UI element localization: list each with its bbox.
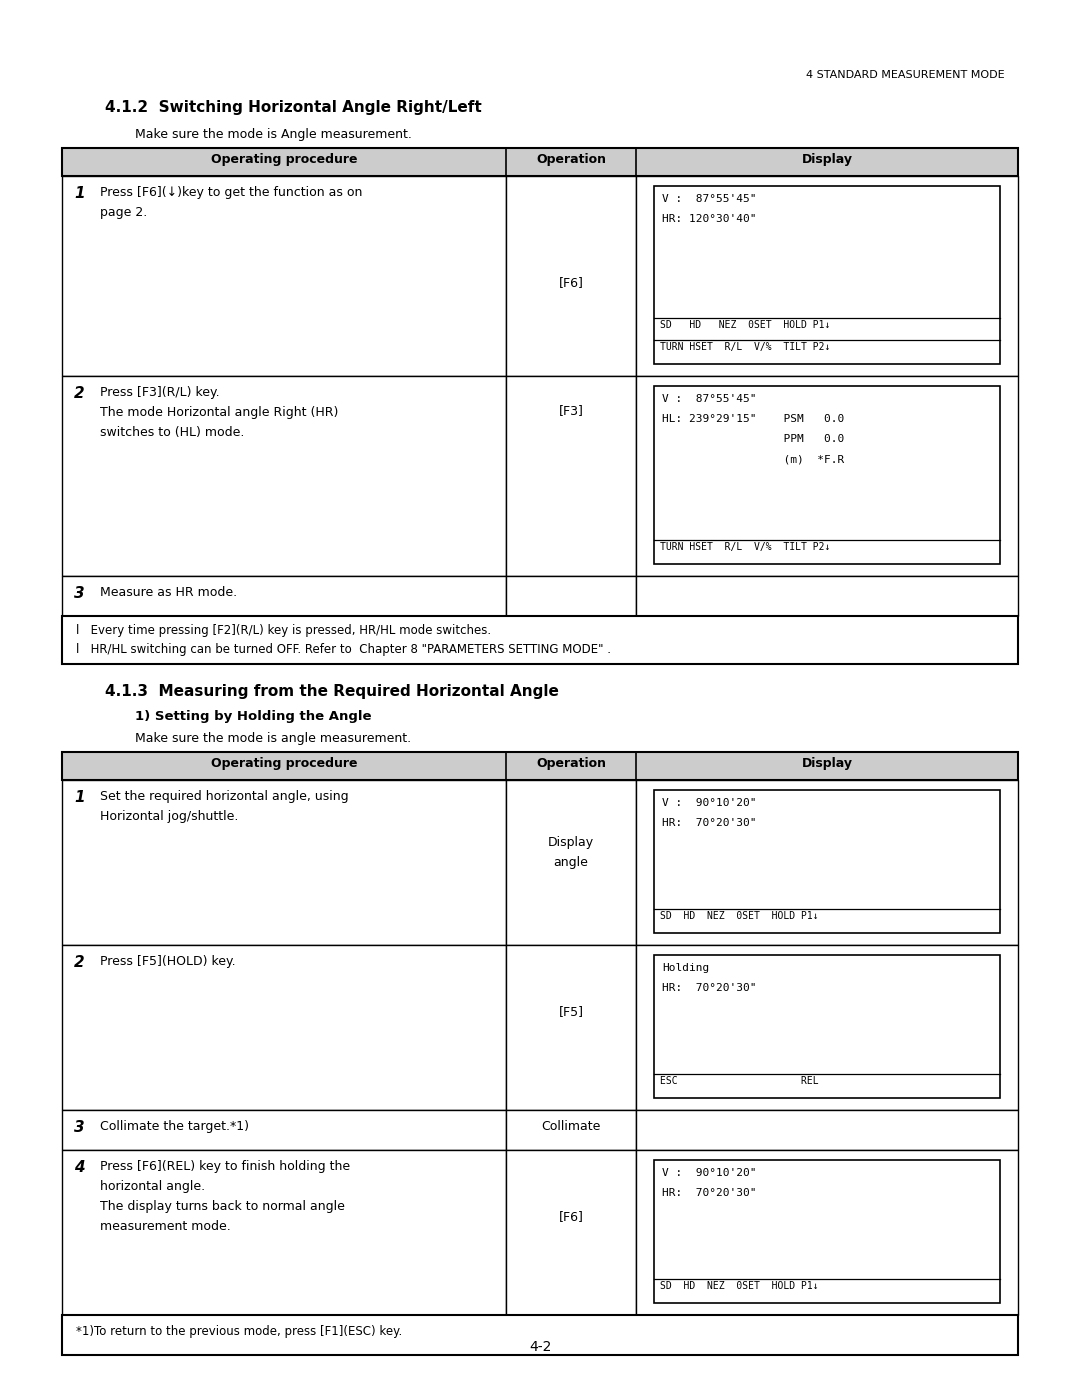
Text: HR:  70°20'30": HR: 70°20'30": [662, 983, 756, 993]
Bar: [636, 780, 1018, 944]
Bar: [62, 1111, 507, 1150]
Text: Operation: Operation: [536, 154, 606, 166]
Text: l   HR/HL switching can be turned OFF. Refer to  Chapter 8 "PARAMETERS SETTING M: l HR/HL switching can be turned OFF. Ref…: [76, 643, 611, 657]
Text: 3: 3: [75, 1120, 84, 1134]
Text: Display: Display: [801, 757, 852, 770]
Text: HR:  70°20'30": HR: 70°20'30": [662, 1187, 756, 1199]
Text: HL: 239°29'15"    PSM   0.0: HL: 239°29'15" PSM 0.0: [662, 414, 845, 425]
Bar: [62, 576, 507, 616]
Bar: [507, 1150, 636, 1315]
Text: l   Every time pressing [F2](R/L) key is pressed, HR/HL mode switches.: l Every time pressing [F2](R/L) key is p…: [76, 624, 491, 637]
Text: (m)  *F.R: (m) *F.R: [662, 454, 845, 464]
Text: *1)To return to the previous mode, press [F1](ESC) key.: *1)To return to the previous mode, press…: [76, 1324, 402, 1338]
Text: Holding: Holding: [662, 963, 710, 972]
Bar: [636, 176, 1018, 376]
Text: Operating procedure: Operating procedure: [211, 757, 357, 770]
Text: Press [F3](R/L) key.: Press [F3](R/L) key.: [100, 386, 219, 400]
Bar: [507, 1111, 636, 1150]
Text: 1) Setting by Holding the Angle: 1) Setting by Holding the Angle: [135, 710, 372, 724]
Text: Make sure the mode is angle measurement.: Make sure the mode is angle measurement.: [135, 732, 411, 745]
Text: Set the required horizontal angle, using: Set the required horizontal angle, using: [100, 789, 349, 803]
Text: Measure as HR mode.: Measure as HR mode.: [100, 585, 238, 599]
Text: HR: 120°30'40": HR: 120°30'40": [662, 214, 756, 224]
Text: [F3]: [F3]: [558, 404, 583, 416]
Text: SD  HD  NEZ  0SET  HOLD P1↓: SD HD NEZ 0SET HOLD P1↓: [660, 1281, 819, 1291]
Text: Operation: Operation: [536, 757, 606, 770]
Bar: [62, 780, 507, 944]
Text: Operating procedure: Operating procedure: [211, 154, 357, 166]
Text: V :  90°10'20": V : 90°10'20": [662, 798, 756, 807]
Bar: [636, 576, 1018, 616]
Text: Collimate the target.*1): Collimate the target.*1): [100, 1120, 249, 1133]
Bar: [636, 1111, 1018, 1150]
Text: Press [F5](HOLD) key.: Press [F5](HOLD) key.: [100, 956, 235, 968]
Bar: [507, 780, 636, 944]
Bar: [636, 944, 1018, 1111]
Text: TURN HSET  R/L  V/%  TILT P2↓: TURN HSET R/L V/% TILT P2↓: [660, 342, 831, 352]
Text: [F6]: [F6]: [558, 1210, 583, 1222]
Text: ESC                     REL: ESC REL: [660, 1076, 819, 1085]
Bar: [62, 1150, 507, 1315]
Text: angle: angle: [554, 856, 589, 869]
Bar: [507, 176, 636, 376]
Text: TURN HSET  R/L  V/%  TILT P2↓: TURN HSET R/L V/% TILT P2↓: [660, 542, 831, 552]
Bar: [62, 944, 507, 1111]
Text: 1: 1: [75, 186, 84, 201]
Bar: [62, 148, 1018, 176]
Text: V :  87°55'45": V : 87°55'45": [662, 194, 756, 204]
Text: 2: 2: [75, 386, 84, 401]
Bar: [507, 576, 636, 616]
Bar: [62, 752, 1018, 780]
Text: page 2.: page 2.: [100, 205, 147, 219]
Text: Display: Display: [548, 835, 594, 849]
Text: PPM   0.0: PPM 0.0: [662, 434, 845, 444]
Text: The display turns back to normal angle: The display turns back to normal angle: [100, 1200, 345, 1213]
Text: measurement mode.: measurement mode.: [100, 1220, 231, 1234]
Bar: [636, 376, 1018, 576]
Text: Collimate: Collimate: [541, 1120, 600, 1133]
Text: 4.1.3  Measuring from the Required Horizontal Angle: 4.1.3 Measuring from the Required Horizo…: [105, 685, 558, 698]
Text: switches to (HL) mode.: switches to (HL) mode.: [100, 426, 244, 439]
Text: [F6]: [F6]: [558, 277, 583, 289]
Bar: [62, 616, 1018, 664]
Bar: [654, 956, 1000, 1098]
Text: 4-2: 4-2: [529, 1340, 551, 1354]
Text: Display: Display: [801, 154, 852, 166]
Bar: [636, 1150, 1018, 1315]
Text: 3: 3: [75, 585, 84, 601]
Text: horizontal angle.: horizontal angle.: [100, 1180, 205, 1193]
Text: 4: 4: [75, 1160, 84, 1175]
Text: Horizontal jog/shuttle.: Horizontal jog/shuttle.: [100, 810, 239, 823]
Bar: [654, 186, 1000, 365]
Text: HR:  70°20'30": HR: 70°20'30": [662, 819, 756, 828]
Bar: [62, 1315, 1018, 1355]
Text: Make sure the mode is Angle measurement.: Make sure the mode is Angle measurement.: [135, 129, 411, 141]
Bar: [62, 176, 507, 376]
Text: Press [F6](REL) key to finish holding the: Press [F6](REL) key to finish holding th…: [100, 1160, 350, 1173]
Bar: [654, 386, 1000, 564]
Bar: [654, 1160, 1000, 1303]
Text: 1: 1: [75, 789, 84, 805]
Text: [F5]: [F5]: [558, 1004, 583, 1018]
Text: 4.1.2  Switching Horizontal Angle Right/Left: 4.1.2 Switching Horizontal Angle Right/L…: [105, 101, 482, 115]
Text: Press [F6](↓)key to get the function as on: Press [F6](↓)key to get the function as …: [100, 186, 363, 198]
Bar: [507, 944, 636, 1111]
Text: V :  90°10'20": V : 90°10'20": [662, 1168, 756, 1178]
Text: The mode Horizontal angle Right (HR): The mode Horizontal angle Right (HR): [100, 407, 338, 419]
Text: SD   HD   NEZ  0SET  HOLD P1↓: SD HD NEZ 0SET HOLD P1↓: [660, 320, 831, 330]
Bar: [62, 376, 507, 576]
Text: 2: 2: [75, 956, 84, 970]
Bar: [507, 376, 636, 576]
Text: V :  87°55'45": V : 87°55'45": [662, 394, 756, 404]
Text: SD  HD  NEZ  0SET  HOLD P1↓: SD HD NEZ 0SET HOLD P1↓: [660, 911, 819, 921]
Bar: [654, 789, 1000, 933]
Text: 4 STANDARD MEASUREMENT MODE: 4 STANDARD MEASUREMENT MODE: [807, 70, 1005, 80]
